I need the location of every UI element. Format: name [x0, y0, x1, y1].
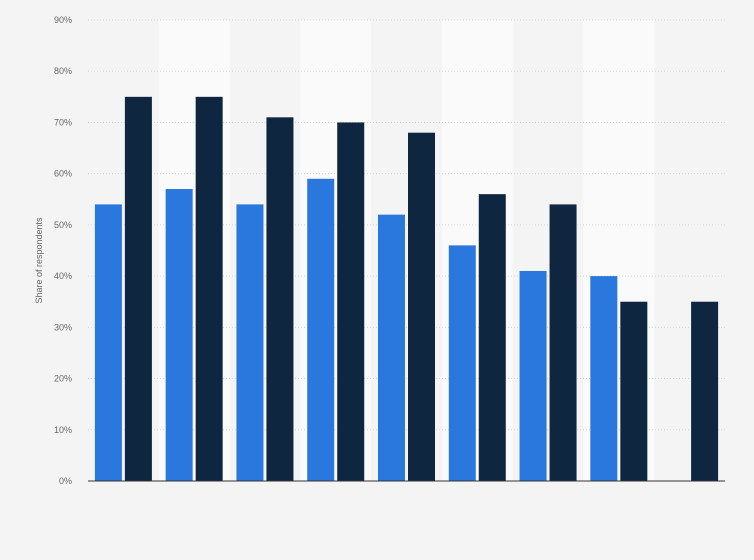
y-tick-label: 0%: [59, 476, 72, 486]
y-tick-label: 70%: [54, 117, 72, 127]
bar-series-2[interactable]: [549, 204, 577, 481]
bar-series-2[interactable]: [195, 96, 223, 481]
bar-series-2[interactable]: [691, 301, 719, 481]
y-tick-label: 90%: [54, 15, 72, 25]
bar-series-1[interactable]: [378, 214, 405, 481]
bar-series-1[interactable]: [236, 204, 264, 481]
bars: [94, 96, 719, 482]
bar-series-2[interactable]: [266, 117, 294, 482]
bar-series-2[interactable]: [408, 132, 435, 481]
y-tick-labels: 0% 10% 20% 30% 40% 50% 60% 70% 80% 90%: [54, 15, 72, 486]
y-tick-label: 20%: [54, 374, 72, 384]
bar-series-1[interactable]: [307, 178, 335, 482]
bar-series-2[interactable]: [124, 96, 152, 481]
y-tick-label: 40%: [54, 271, 72, 281]
bar-series-1[interactable]: [165, 189, 193, 482]
y-tick-label: 10%: [54, 425, 72, 435]
bar-series-1[interactable]: [519, 270, 547, 481]
gridlines: [88, 19, 725, 431]
y-tick-label: 50%: [54, 220, 72, 230]
y-tick-label: 80%: [54, 66, 72, 76]
y-tick-label: 30%: [54, 322, 72, 332]
bar-series-1[interactable]: [94, 204, 122, 481]
bar-series-2[interactable]: [620, 301, 648, 481]
bar-series-1[interactable]: [590, 276, 618, 481]
bar-series-2[interactable]: [478, 194, 506, 481]
bar-series-1[interactable]: [448, 245, 476, 481]
bar-series-2[interactable]: [337, 122, 365, 481]
y-tick-label: 60%: [54, 169, 72, 179]
category-bands: [158, 20, 655, 481]
y-axis-title: Share of respondents: [34, 217, 44, 304]
